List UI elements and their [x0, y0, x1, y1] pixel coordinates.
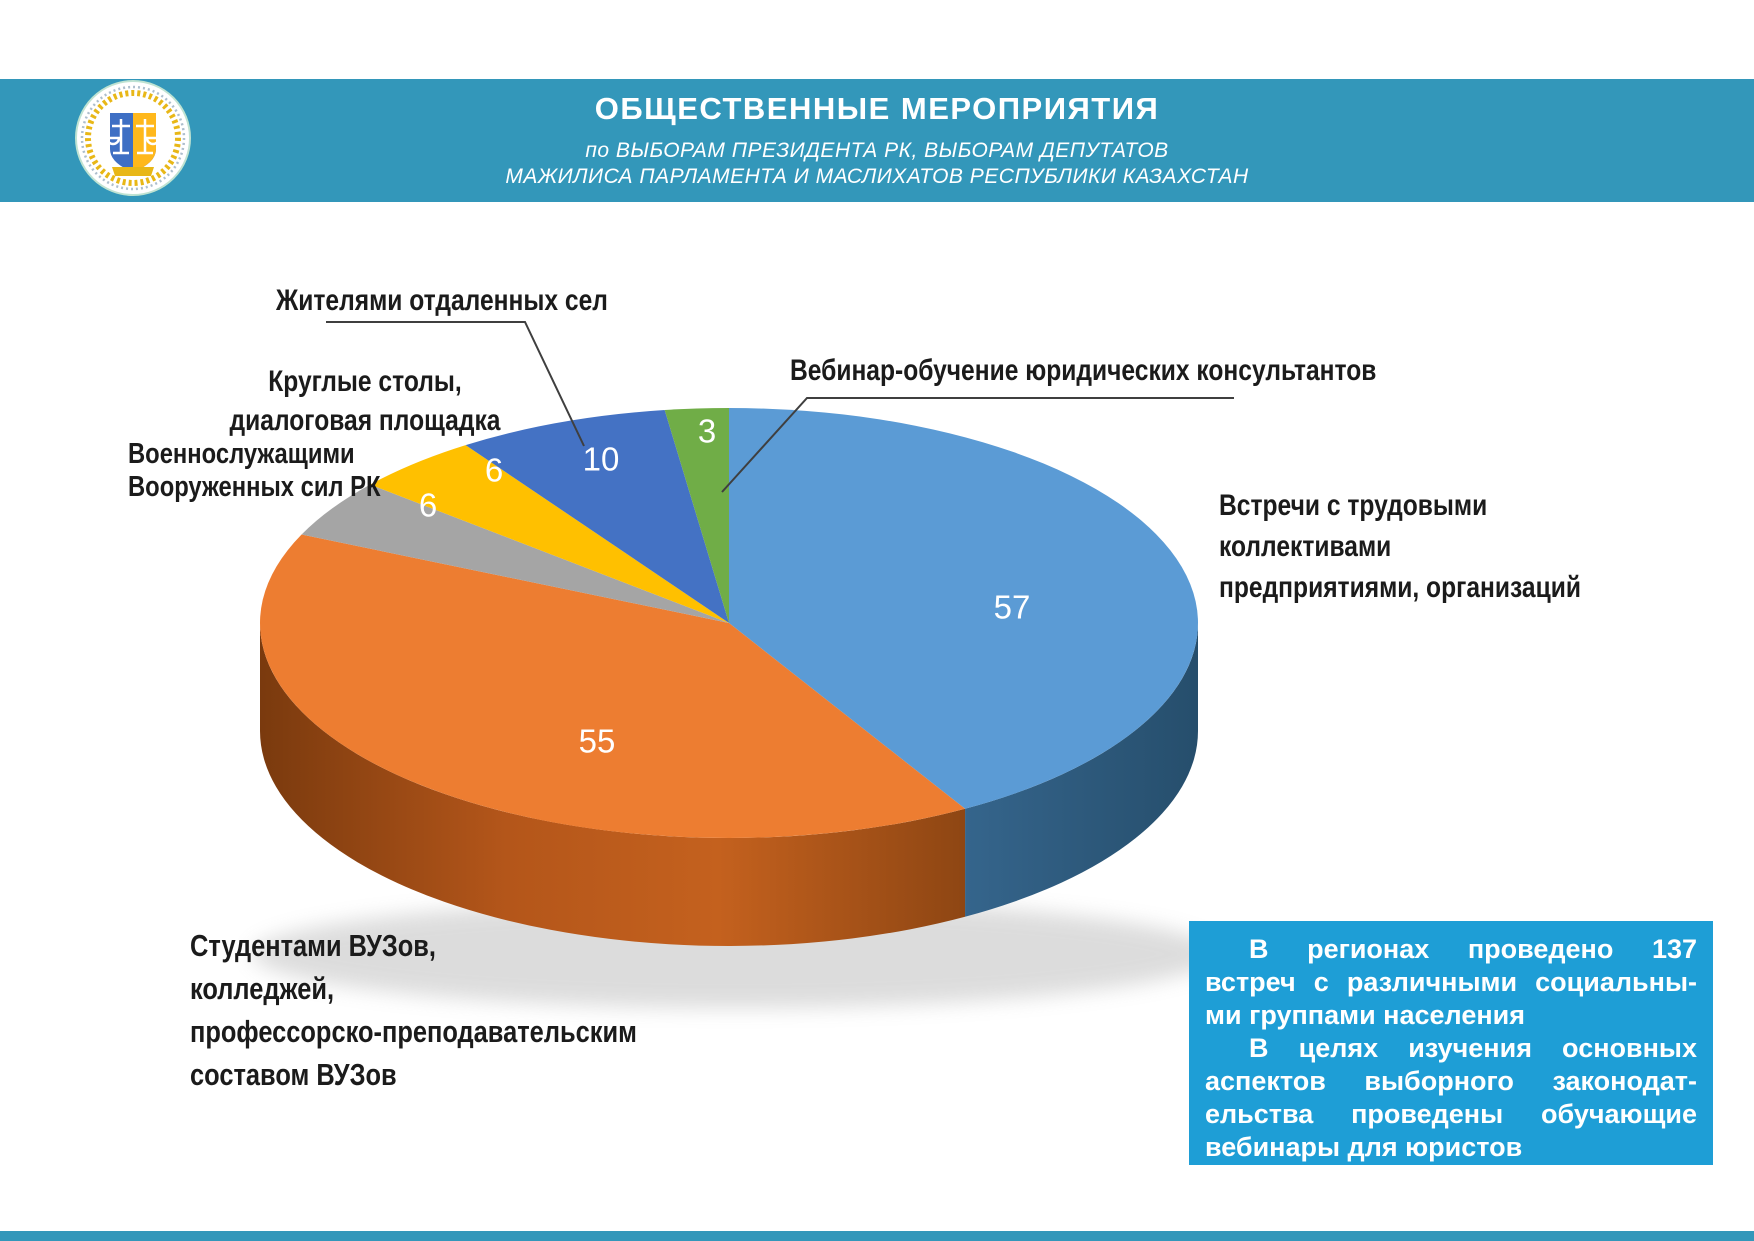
callout-webinar: Вебинар-обучение юридических консультант… — [790, 354, 1377, 387]
pie-value-label-workers: 57 — [994, 589, 1031, 626]
pie-shadow — [252, 900, 1218, 1008]
info-box-line: вебинары для юристов — [1205, 1132, 1523, 1162]
info-box-line: ми группами населения — [1205, 1000, 1526, 1030]
info-box-line: В регионах проведено 137 — [1249, 934, 1697, 964]
pie-value-label-villagers: 10 — [583, 441, 620, 478]
callout-villagers: Жителями отдаленных сел — [276, 284, 608, 317]
leader-line-webinar — [721, 397, 1234, 493]
pie-slice-students — [260, 534, 966, 838]
callout-roundtables: Круглые столы, диалоговая площадка — [229, 365, 501, 437]
page-title: ОБЩЕСТВЕННЫЕ МЕРОПРИЯТИЯ — [594, 91, 1160, 126]
organization-logo — [75, 80, 191, 196]
info-box: В регионах проведено 137 встреч с различн… — [1189, 921, 1713, 1165]
pie-slice-villagers — [465, 410, 729, 623]
header-banner: ОБЩЕСТВЕННЫЕ МЕРОПРИЯТИЯ по ВЫБОРАМ ПРЕЗ… — [0, 79, 1754, 202]
logo-scales-right — [136, 119, 161, 155]
info-box-line: В целях изучения основных — [1249, 1033, 1697, 1063]
callout-military: Военнослужащими Вооруженных сил РК — [128, 438, 381, 503]
page-subtitle-line2: МАЖИЛИСА ПАРЛАМЕНТА И МАСЛИХАТОВ РЕСПУБЛ… — [505, 165, 1249, 188]
logo-ribbon — [112, 167, 154, 176]
logo-ornament-ring — [85, 90, 181, 186]
callout-students: Студентами ВУЗов, колледжей, профессорск… — [190, 928, 637, 1092]
pie-value-label-roundtables: 6 — [485, 452, 503, 489]
logo-text-ring — [80, 85, 186, 191]
pie-slice-webinar — [664, 408, 729, 623]
pie-slice-military — [301, 484, 729, 623]
pie-slice-wall-workers — [965, 623, 1198, 917]
info-box-line: аспектов выборного законодат- — [1205, 1066, 1697, 1096]
pie-value-label-webinar: 3 — [698, 413, 716, 450]
callout-workers: Встречи с трудовыми коллективами предпри… — [1219, 489, 1581, 604]
pie-slice-workers — [729, 408, 1198, 809]
info-box-line: ельства проведены обучающие — [1205, 1099, 1697, 1129]
info-box-line: встреч с различными социальны- — [1205, 967, 1697, 997]
pie-slice-wall-students — [260, 623, 966, 946]
pie-value-label-military: 6 — [419, 487, 437, 524]
leader-line-villagers — [326, 321, 585, 447]
pie-slice-roundtables — [370, 445, 729, 623]
page-subtitle-line1: по ВЫБОРАМ ПРЕЗИДЕНТА РК, ВЫБОРАМ ДЕПУТА… — [585, 139, 1169, 162]
logo-scales-left — [105, 119, 130, 155]
pie-value-label-students: 55 — [579, 723, 616, 760]
footer-strip — [0, 1231, 1754, 1241]
